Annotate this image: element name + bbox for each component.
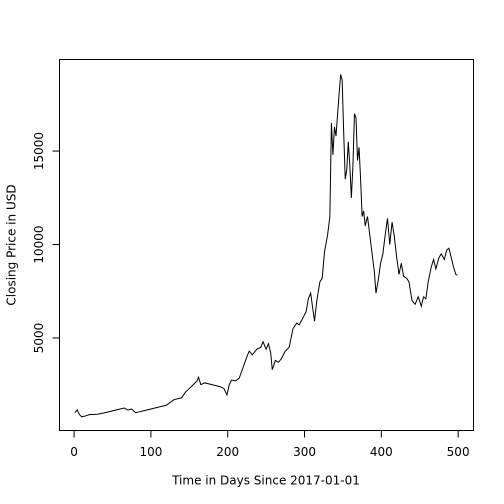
plot-box [59,59,474,431]
y-tick-label: 10000 [32,225,46,263]
x-tick-label: 500 [447,445,470,459]
x-tick-label: 300 [293,445,316,459]
x-tick-label: 200 [216,445,239,459]
x-tick-label: 400 [370,445,393,459]
x-tick-label: 0 [70,445,78,459]
x-tick-label: 100 [139,445,162,459]
y-tick-label: 15000 [32,132,46,170]
y-axis-label: Closing Price in USD [5,184,19,305]
x-axis-label: Time in Days Since 2017-01-01 [171,474,360,488]
price-line [74,74,458,418]
y-tick-label: 5000 [32,323,46,354]
